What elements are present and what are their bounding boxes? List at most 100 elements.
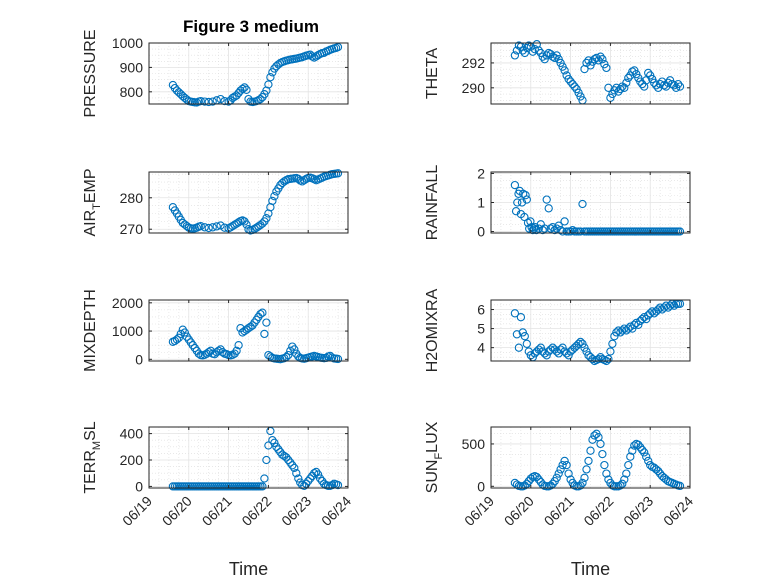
data-point — [638, 314, 647, 324]
data-point — [626, 322, 635, 331]
data-point — [200, 97, 209, 106]
data-point — [180, 328, 189, 337]
data-point — [659, 303, 669, 312]
data-point — [274, 445, 283, 454]
data-point — [644, 68, 653, 78]
data-point — [624, 324, 633, 333]
y-tick-label: 4 — [477, 340, 485, 356]
data-point — [532, 225, 541, 235]
x-tick-label: 06/19 — [461, 493, 497, 529]
subplot-sun-flux: 0 500 SUNFLUX 06/19 06/20 06/21 06/22 06/23 06/2… — [424, 421, 696, 579]
data-point — [540, 224, 549, 233]
axes-box — [490, 42, 691, 105]
data-point — [546, 224, 555, 233]
data-point — [542, 51, 551, 60]
data-point — [594, 354, 603, 364]
data-point — [554, 349, 563, 358]
data-point — [548, 479, 557, 488]
data-point — [669, 301, 679, 310]
data-point — [630, 320, 639, 329]
data-point — [610, 86, 619, 95]
data-point — [576, 481, 585, 490]
data-point — [262, 214, 271, 223]
y-axis-label: TERRMSL — [82, 421, 103, 493]
data-point — [521, 191, 530, 200]
data-point — [315, 474, 325, 483]
data-point — [528, 47, 537, 56]
data-point — [528, 225, 537, 235]
data-point — [665, 301, 675, 310]
x-tick-label: 06/20 — [501, 493, 537, 529]
data-point — [284, 455, 293, 465]
y-tick-label: 0 — [135, 478, 143, 494]
data-point — [513, 198, 522, 207]
data-point — [534, 46, 543, 55]
series-rainfall — [510, 180, 685, 236]
data-point — [290, 345, 299, 354]
data-point — [262, 318, 271, 327]
data-point — [204, 97, 213, 107]
y-axis-label-part: SUN — [424, 460, 441, 494]
data-point — [264, 80, 273, 89]
x-tick-label: 06/20 — [159, 493, 195, 529]
data-point — [618, 479, 627, 488]
data-point — [624, 73, 633, 83]
data-point — [540, 349, 549, 358]
data-point — [530, 45, 539, 54]
subplot-h2omixra: 4 5 6 H2OMIXRA — [424, 288, 691, 372]
data-point — [570, 82, 579, 91]
y-axis-label: MIXDEPTH — [82, 289, 99, 372]
x-tick-label: 06/22 — [238, 493, 274, 529]
data-point — [524, 41, 533, 50]
data-point — [268, 196, 277, 206]
data-point — [262, 86, 271, 95]
data-point — [522, 195, 531, 204]
data-point — [564, 469, 573, 478]
data-point — [256, 94, 265, 104]
data-point — [174, 333, 183, 342]
data-point — [234, 218, 243, 227]
data-point — [534, 345, 543, 354]
figure-title: Figure 3 medium — [183, 17, 319, 36]
data-point — [568, 225, 577, 235]
data-point — [306, 474, 315, 483]
data-point — [578, 478, 587, 488]
data-point — [294, 352, 303, 361]
data-point — [624, 460, 633, 470]
data-point — [596, 439, 605, 449]
data-point — [242, 220, 251, 229]
data-point — [602, 469, 611, 478]
data-point — [552, 473, 561, 482]
data-point — [266, 73, 275, 82]
series-pressure — [168, 42, 343, 107]
data-point — [517, 198, 527, 207]
subplot-theta: 290 292 THETA — [424, 40, 691, 105]
data-point — [560, 66, 569, 75]
series-terr-msl — [168, 426, 343, 491]
data-point — [268, 436, 277, 445]
x-tick-label: 06/24 — [318, 493, 354, 529]
y-tick-label: 280 — [120, 190, 144, 206]
data-point — [675, 82, 685, 91]
subplot-terr-msl: 0 200 400 TERRMSL 06/19 06/20 06/21 06/22 06/23 0… — [82, 421, 354, 579]
x-tick-label: 06/23 — [278, 493, 314, 529]
data-point — [304, 476, 313, 486]
y-axis-label-part: AIR — [82, 210, 99, 237]
data-point — [514, 343, 524, 352]
data-point — [286, 458, 295, 467]
data-point — [220, 223, 229, 232]
y-tick-label: 200 — [120, 452, 144, 468]
data-point — [544, 204, 553, 213]
data-point — [675, 227, 685, 236]
x-tick-label: 06/23 — [620, 493, 656, 529]
data-point — [592, 53, 601, 63]
data-point — [562, 460, 571, 470]
data-point — [302, 479, 311, 488]
y-tick-label: 0 — [477, 224, 485, 240]
data-point — [622, 469, 631, 478]
data-point — [238, 84, 247, 94]
data-point — [534, 475, 543, 484]
data-point — [240, 83, 249, 92]
data-point — [650, 78, 659, 87]
y-tick-label: 1000 — [112, 35, 143, 51]
